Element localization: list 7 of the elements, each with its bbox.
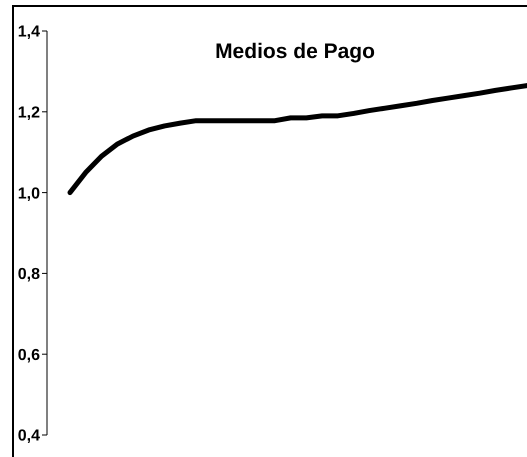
y-tick-label: 1,4: [18, 24, 40, 41]
y-tick-label: 1,2: [18, 104, 40, 122]
y-tick-label: 0,8: [18, 266, 40, 284]
y-tick-label: 0,4: [18, 428, 40, 445]
chart-title: Medios de Pago: [215, 40, 375, 63]
y-tick-label: 0,6: [18, 346, 40, 364]
y-tick-label: 1,0: [18, 185, 40, 202]
